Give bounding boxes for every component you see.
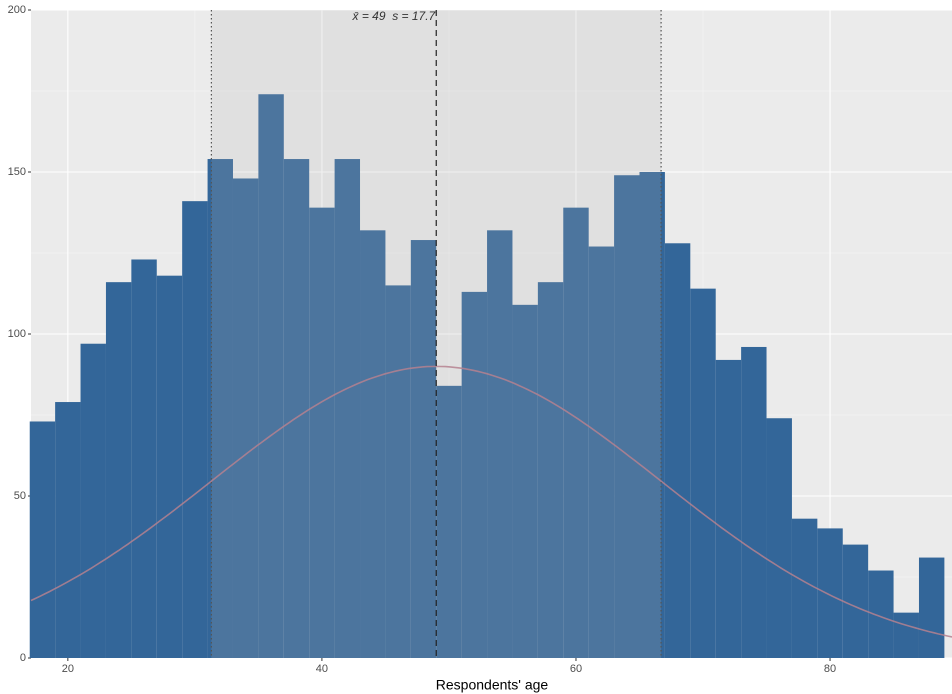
- annotation: x̄ = 49 s = 17.7: [352, 9, 437, 23]
- bar: [715, 359, 742, 658]
- bar: [385, 285, 411, 658]
- bar: [563, 207, 589, 658]
- bar: [741, 346, 767, 658]
- bar: [766, 418, 792, 658]
- bar: [842, 544, 869, 658]
- bar: [487, 230, 513, 658]
- bar: [182, 201, 208, 658]
- bar: [537, 282, 564, 658]
- bar: [232, 178, 259, 659]
- bar: [55, 402, 81, 658]
- bar: [309, 207, 335, 658]
- bar: [436, 385, 462, 658]
- bar: [690, 288, 716, 658]
- bar: [360, 230, 386, 658]
- bar: [410, 240, 437, 659]
- bar: [918, 557, 945, 658]
- x-tick-label: 20: [62, 663, 74, 675]
- y-tick-label: 100: [8, 328, 26, 340]
- y-tick-label: 0: [20, 652, 26, 664]
- bar: [588, 246, 615, 658]
- bar: [131, 259, 157, 658]
- bar: [664, 243, 691, 658]
- bar: [80, 343, 106, 658]
- bar: [105, 282, 132, 658]
- bar: [614, 175, 640, 659]
- y-tick-label: 200: [8, 4, 26, 16]
- bar: [791, 518, 818, 658]
- x-axis-title: Respondents' age: [436, 677, 549, 693]
- bar: [817, 528, 843, 658]
- bar: [156, 275, 183, 658]
- x-tick-label: 40: [316, 663, 328, 675]
- bar: [512, 304, 538, 658]
- y-tick-label: 50: [14, 490, 26, 502]
- y-tick-label: 150: [8, 166, 26, 178]
- bar: [334, 159, 361, 659]
- bar: [461, 291, 488, 658]
- bar: [29, 421, 56, 658]
- x-tick-label: 60: [570, 663, 582, 675]
- x-tick-label: 80: [824, 663, 836, 675]
- bar: [283, 159, 310, 659]
- normal-curve: [30, 365, 952, 638]
- bar: [258, 94, 284, 659]
- bar: [893, 612, 919, 658]
